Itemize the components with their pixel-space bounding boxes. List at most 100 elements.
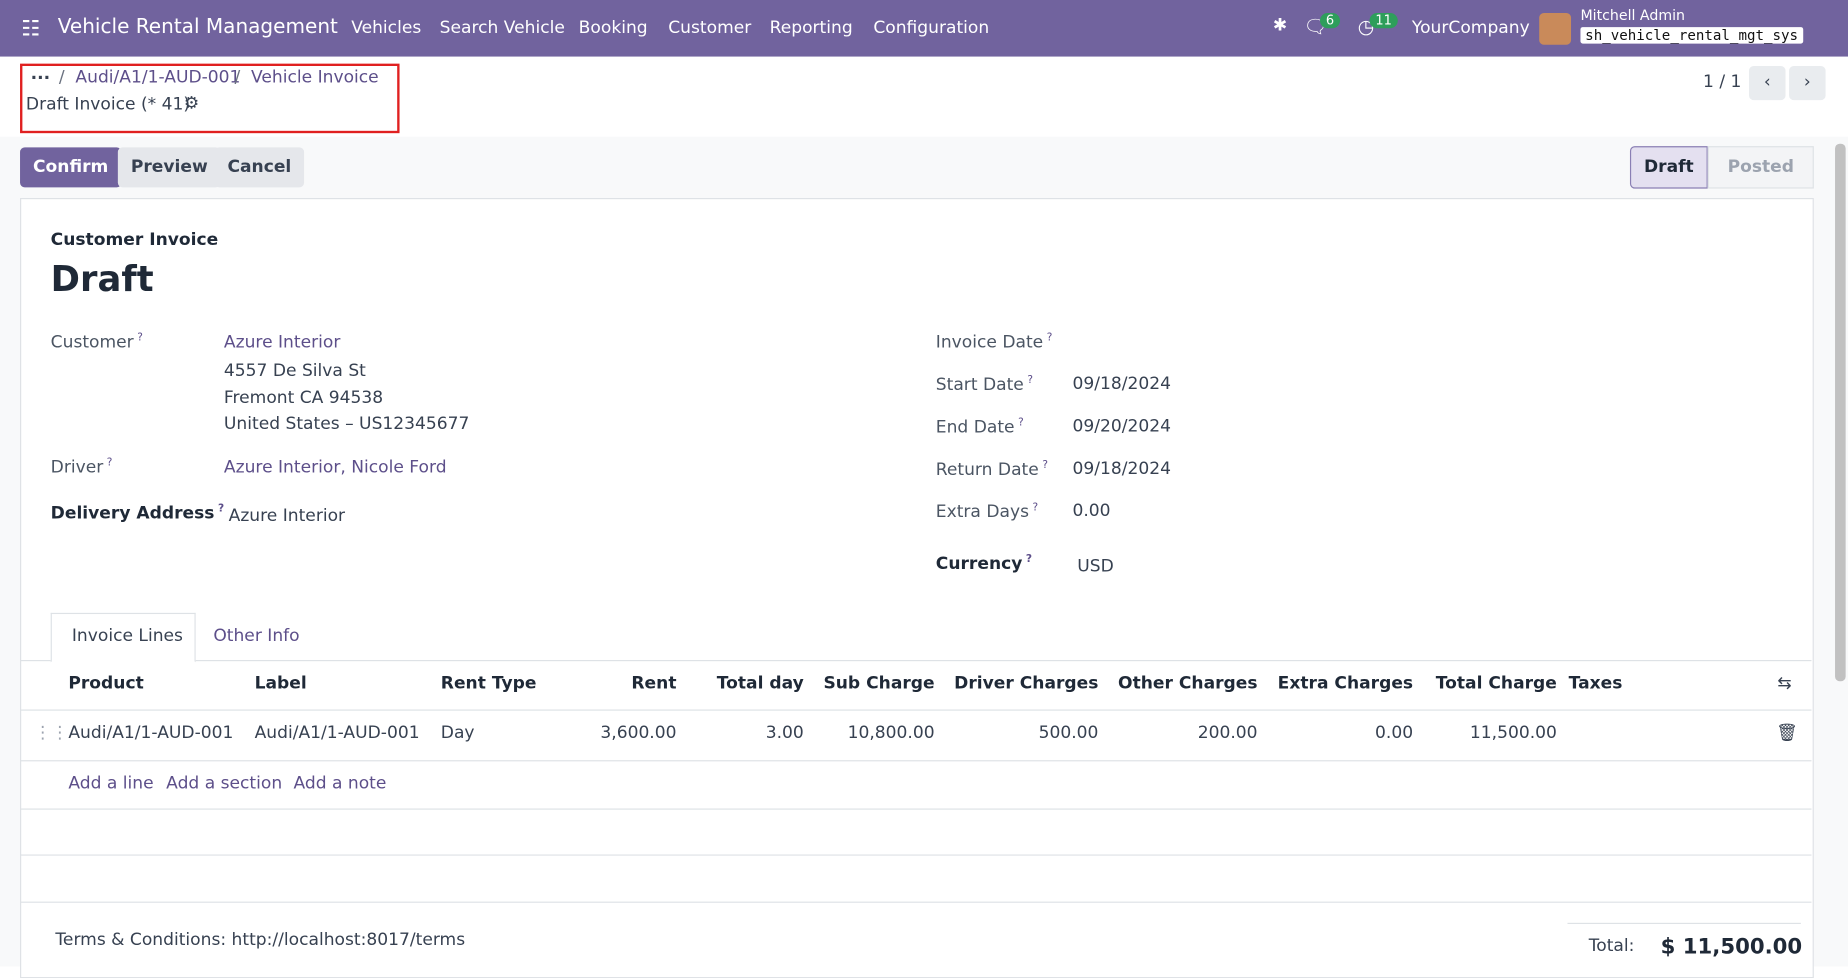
field-label: Start Date?: [935, 374, 1033, 395]
divider: [1567, 922, 1801, 924]
field-label: Currency?: [935, 553, 1033, 574]
add-link[interactable]: Add a line: [68, 774, 154, 794]
drag-handle[interactable]: ⋮⋮: [34, 723, 69, 743]
breadcrumb[interactable]: Vehicle Invoice: [251, 68, 379, 88]
field-value[interactable]: 0.00: [1072, 502, 1111, 521]
button[interactable]: Preview: [117, 147, 221, 188]
badge: 6: [1319, 12, 1341, 29]
cell[interactable]: 3.00: [765, 723, 804, 743]
column-header[interactable]: Rent Type: [440, 674, 537, 693]
divider: [20, 709, 1812, 711]
column-header[interactable]: Label: [254, 674, 307, 693]
label: Return Date: [935, 460, 1039, 480]
app-name[interactable]: Vehicle Rental Management: [57, 15, 338, 39]
record-title: Draft Invoice (* 41): [25, 95, 191, 115]
label: Driver: [50, 458, 104, 478]
next[interactable]: ›: [1789, 65, 1826, 101]
cell[interactable]: Day: [440, 723, 475, 743]
divider: [20, 808, 1812, 810]
column-settings[interactable]: ⇆: [1777, 674, 1792, 693]
menu-item[interactable]: Vehicles: [351, 18, 422, 38]
status[interactable]: Posted: [1707, 146, 1814, 189]
field-label: Invoice Date?: [935, 332, 1053, 353]
field-label: End Date?: [935, 417, 1024, 438]
cell[interactable]: 11,500.00: [1469, 723, 1557, 743]
field-value[interactable]: 09/20/2024: [1072, 417, 1172, 437]
badge: 11: [1369, 12, 1398, 29]
divider: [20, 901, 1812, 903]
user-name[interactable]: Mitchell Admin: [1580, 7, 1686, 24]
prev[interactable]: ‹: [1748, 65, 1786, 101]
menu-item[interactable]: Search Vehicle: [439, 18, 565, 38]
sheet: [20, 197, 1814, 978]
scrollbar[interactable]: [1835, 143, 1846, 682]
add-link[interactable]: Add a note: [293, 774, 387, 794]
cell[interactable]: 500.00: [1038, 723, 1099, 743]
avatar[interactable]: [1539, 12, 1572, 45]
add-link[interactable]: Add a section: [166, 774, 283, 794]
tab-label: Invoice Lines: [71, 626, 183, 646]
navbar: ☷ Vehicle Rental Management Vehicles Sea…: [0, 0, 1848, 57]
column-header[interactable]: Extra Charges: [1277, 674, 1414, 693]
button[interactable]: Cancel: [214, 147, 305, 188]
column-header[interactable]: Sub Charge: [823, 674, 935, 693]
field-label: Driver?: [50, 457, 113, 478]
breadcrumb-more[interactable]: ···: [30, 69, 51, 89]
total-label: Total:: [1588, 936, 1635, 956]
menu-item[interactable]: Configuration: [873, 18, 990, 38]
field-value[interactable]: 09/18/2024: [1072, 459, 1172, 479]
breadcrumb[interactable]: Audi/A1/1-AUD-001: [75, 68, 241, 88]
field-value[interactable]: 09/18/2024: [1072, 374, 1172, 394]
button[interactable]: Confirm: [20, 147, 122, 188]
cell[interactable]: Audi/A1/1-AUD-001: [68, 723, 234, 743]
cell[interactable]: 3,600.00: [600, 723, 677, 743]
address: United States – US12345677: [223, 414, 470, 434]
menu-item[interactable]: Booking: [578, 18, 648, 38]
column-header[interactable]: Rent: [631, 674, 677, 693]
cell[interactable]: Audi/A1/1-AUD-001: [254, 723, 420, 743]
doc-type: Customer Invoice: [50, 230, 219, 250]
field-value[interactable]: Azure Interior: [223, 333, 341, 353]
gear-icon[interactable]: ⚙: [183, 94, 200, 114]
total-value: $ 11,500.00: [1660, 934, 1803, 960]
label: Delivery Address: [50, 504, 215, 524]
column-header[interactable]: Other Charges: [1118, 674, 1258, 693]
field-label: Extra Days?: [935, 502, 1039, 522]
menu-item[interactable]: Reporting: [769, 18, 853, 38]
cell[interactable]: 0.00: [1375, 723, 1414, 743]
tab-active[interactable]: Invoice Lines: [50, 612, 196, 663]
company[interactable]: YourCompany: [1411, 18, 1530, 38]
divider: [20, 659, 1812, 662]
column-header[interactable]: Total day: [716, 674, 804, 693]
label: End Date: [935, 418, 1015, 438]
column-header[interactable]: Product: [68, 674, 144, 693]
label: Currency: [935, 554, 1023, 574]
pager: 1 / 1: [1703, 73, 1742, 92]
highlight-box: [20, 63, 400, 134]
column-header[interactable]: Taxes: [1568, 674, 1623, 693]
column-header[interactable]: Driver Charges: [954, 674, 1099, 693]
cell[interactable]: 200.00: [1197, 723, 1258, 743]
cell[interactable]: 10,800.00: [847, 723, 935, 743]
field-value[interactable]: Azure Interior: [228, 506, 346, 526]
apps-icon[interactable]: ☷: [21, 16, 41, 42]
address: 4557 De Silva St: [223, 361, 366, 381]
field-label: Return Date?: [935, 459, 1048, 480]
tab[interactable]: Other Info: [213, 626, 300, 646]
field-value[interactable]: Azure Interior, Nicole Ford: [223, 458, 447, 478]
label: Extra Days: [935, 503, 1029, 522]
debug-icon[interactable]: ✱: [1272, 16, 1288, 36]
field-label: Delivery Address?: [50, 503, 225, 524]
label: Customer: [50, 333, 134, 353]
divider: [20, 760, 1812, 762]
label: Start Date: [935, 375, 1024, 395]
field-value[interactable]: USD: [1077, 557, 1114, 577]
column-header[interactable]: Total Charge: [1435, 674, 1557, 693]
status-active[interactable]: Draft: [1629, 146, 1708, 189]
address: Fremont CA 94538: [223, 388, 384, 408]
separator: /: [58, 68, 65, 88]
delete-icon[interactable]: 🗑: [1776, 723, 1798, 743]
menu-item[interactable]: Customer: [668, 18, 752, 38]
